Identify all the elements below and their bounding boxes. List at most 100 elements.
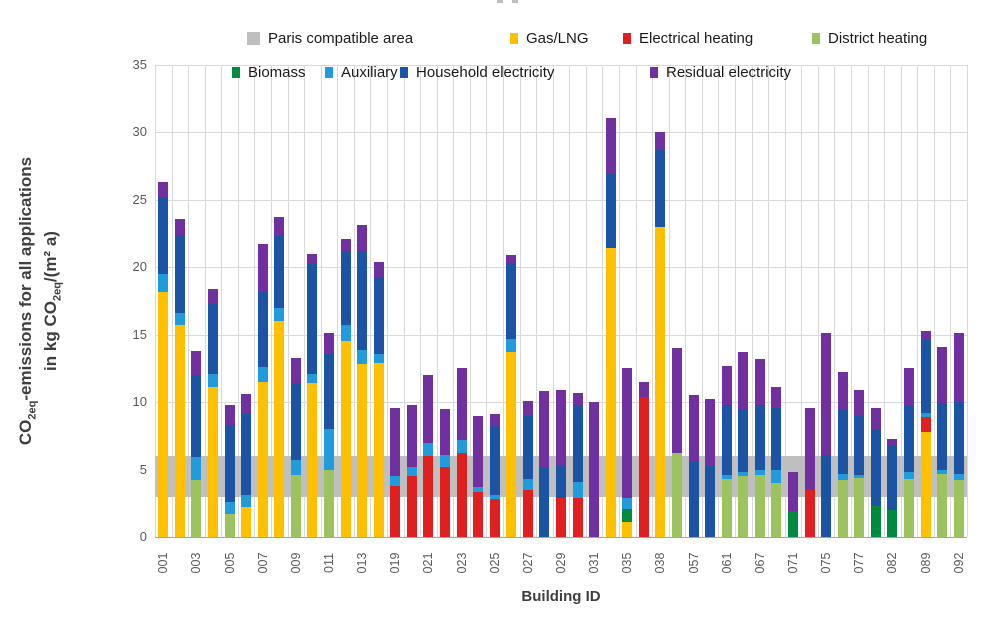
paris-legend-swatch-icon: [247, 32, 260, 45]
y-axis-tick-label: 25: [132, 191, 147, 207]
category-gridline: [155, 65, 156, 537]
bar-segment-residual: [208, 288, 218, 304]
bar-segment-residual: [224, 404, 235, 426]
bar-segment-auxiliary: [738, 472, 749, 477]
legend-item-gas: Gas/LNG: [510, 30, 589, 47]
category-gridline: [784, 65, 786, 537]
category-gridline: [933, 65, 935, 537]
bar-segment-household: [274, 236, 285, 308]
bar-segment-electrical: [456, 453, 467, 537]
bar-segment-auxiliary: [174, 313, 185, 326]
y-gridline: [155, 65, 967, 66]
bar-segment-auxiliary: [754, 469, 765, 475]
legend-label-gas: Gas/LNG: [526, 30, 589, 47]
category-gridline: [751, 65, 753, 537]
bar-segment-household: [937, 403, 948, 470]
bar-segment-residual: [804, 407, 815, 490]
category-gridline: [817, 65, 819, 537]
bar-segment-gas: [622, 522, 633, 537]
bar-segment-household: [191, 375, 202, 458]
y-axis-tick-label: 10: [132, 394, 147, 410]
bar-segment-residual: [688, 395, 699, 462]
bar-segment-household: [373, 276, 384, 354]
cropped-caption-artifact: [512, 0, 518, 3]
bar-segment-household: [522, 415, 533, 479]
bar-segment-auxiliary: [721, 474, 732, 479]
category-gridline: [652, 65, 654, 537]
bar-segment-residual: [821, 333, 832, 455]
legend-item-residual: Residual electricity: [650, 64, 791, 81]
bar-segment-household: [721, 404, 732, 475]
y-axis-title: CO2eq-emissions for all applications in …: [15, 71, 73, 531]
category-gridline: [486, 65, 488, 537]
bar-segment-gas: [655, 226, 666, 537]
x-axis-tick-label: 001: [156, 552, 171, 574]
y-axis-title-line1: CO2eq-emissions for all applications: [16, 156, 39, 446]
bar-segment-auxiliary: [837, 473, 848, 481]
y-axis-tick-label: 15: [132, 326, 147, 342]
category-gridline: [635, 65, 637, 537]
category-gridline: [188, 65, 190, 537]
y-gridline: [155, 334, 967, 336]
bar-segment-district: [854, 477, 865, 537]
bar-segment-residual: [622, 368, 633, 498]
bar-segment-household: [870, 429, 881, 506]
bar-segment-residual: [870, 407, 881, 430]
category-gridline: [469, 65, 471, 537]
category-gridline: [287, 65, 289, 537]
bar-segment-residual: [953, 333, 964, 403]
bar-segment-gas: [307, 383, 318, 537]
y-axis-tick-label: 35: [132, 57, 147, 72]
bar-segment-electrical: [423, 456, 434, 537]
bar-segment-residual: [539, 391, 550, 469]
bar-segment-residual: [158, 182, 169, 198]
bar-segment-district: [738, 476, 749, 537]
biomass-legend-swatch-icon: [232, 67, 240, 78]
bar-segment-household: [257, 291, 268, 368]
bar-segment-residual: [638, 381, 649, 397]
district-legend-swatch-icon: [812, 33, 820, 44]
x-axis-tick-label: 013: [355, 552, 370, 574]
bar-segment-residual: [788, 472, 798, 512]
bar-segment-residual: [191, 350, 202, 376]
x-axis-tick-label: 023: [454, 552, 469, 574]
bar-segment-auxiliary: [241, 495, 252, 508]
category-gridline: [552, 65, 554, 537]
bar-segment-district: [324, 469, 334, 537]
bar-segment-auxiliary: [904, 472, 914, 479]
bar-segment-auxiliary: [406, 466, 417, 477]
bar-segment-household: [705, 465, 716, 537]
legend-item-household: Household electricity: [400, 64, 554, 81]
bar-segment-residual: [854, 390, 865, 416]
category-gridline: [353, 65, 355, 537]
y-axis-title-line2: in kg CO2eq/(m² a): [41, 231, 64, 371]
x-axis-tick-label: 011: [322, 553, 336, 573]
y-axis-tick-label: 0: [139, 529, 147, 544]
bar-segment-gas: [174, 325, 185, 537]
bar-segment-residual: [440, 408, 450, 455]
bar-segment-electrical: [572, 497, 583, 537]
category-gridline: [221, 65, 223, 537]
category-gridline: [320, 65, 322, 537]
category-gridline: [171, 65, 173, 537]
bar-segment-residual: [605, 117, 616, 175]
legend-label-district: District heating: [828, 30, 928, 47]
bar-segment-auxiliary: [224, 501, 235, 515]
bar-segment-residual: [489, 414, 500, 427]
bar-segment-auxiliary: [390, 476, 401, 486]
residual-legend-swatch-icon: [650, 67, 658, 78]
bar-segment-residual: [771, 387, 782, 408]
bar-segment-residual: [655, 132, 666, 150]
bar-segment-household: [605, 174, 616, 249]
bar-segment-district: [721, 479, 732, 537]
bar-segment-household: [241, 414, 252, 496]
bar-segment-residual: [887, 438, 898, 446]
category-gridline: [453, 65, 455, 537]
x-axis-tick-label: 019: [388, 552, 403, 574]
bar-segment-auxiliary: [854, 474, 865, 478]
bar-segment-gas: [208, 387, 218, 537]
bar-segment-electrical: [804, 489, 815, 537]
bar-segment-household: [158, 197, 169, 275]
bar-segment-household: [771, 407, 782, 470]
